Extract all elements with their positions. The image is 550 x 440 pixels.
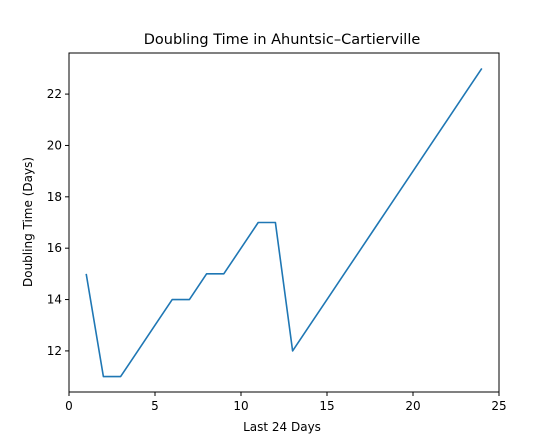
x-axis: 0 5 10 15 20 25 — [65, 392, 507, 413]
chart-title: Doubling Time in Ahuntsic–Cartierville — [144, 32, 421, 48]
y-axis: 12 14 16 18 20 22 — [47, 87, 69, 358]
y-tick-label: 14 — [47, 293, 62, 307]
x-tick-label: 10 — [233, 399, 248, 413]
x-tick-label: 15 — [319, 399, 334, 413]
y-tick-label: 20 — [47, 138, 62, 152]
series-layer — [85, 67, 483, 378]
y-tick-label: 12 — [47, 344, 62, 358]
y-axis-label: Doubling Time (Days) — [21, 157, 35, 287]
x-tick-label: 20 — [405, 399, 420, 413]
plot-frame — [68, 52, 500, 393]
y-tick-label: 22 — [47, 87, 62, 101]
x-tick-label: 5 — [151, 399, 159, 413]
x-tick-label: 25 — [491, 399, 506, 413]
y-tick-label: 16 — [47, 241, 62, 255]
series-line — [85, 67, 483, 378]
y-tick-label: 18 — [47, 190, 62, 204]
x-tick-label: 0 — [65, 399, 73, 413]
x-axis-label: Last 24 Days — [243, 420, 321, 434]
